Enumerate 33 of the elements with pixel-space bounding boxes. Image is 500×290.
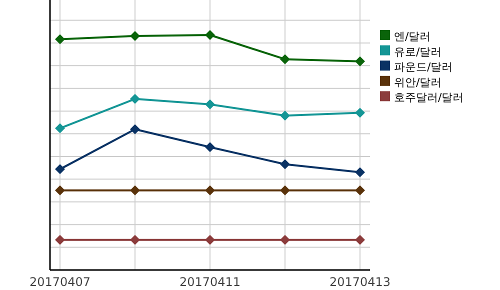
x-tick-label: 20170407 (29, 275, 91, 289)
point (55, 164, 65, 174)
point (130, 124, 140, 134)
legend-label: 호주달러/달러 (394, 91, 464, 104)
point (355, 56, 365, 66)
legend-label: 엔/달러 (394, 30, 431, 43)
point (205, 142, 215, 152)
legend-label: 파운드/달러 (394, 60, 453, 74)
point (280, 234, 290, 245)
point (280, 110, 290, 121)
x-tick-label: 20170411 (179, 275, 241, 289)
point (205, 99, 215, 110)
point (130, 234, 140, 245)
point (55, 234, 65, 245)
point (355, 167, 365, 178)
point (280, 185, 290, 196)
point (205, 185, 215, 196)
point (205, 234, 215, 245)
point (205, 30, 215, 40)
point (130, 30, 140, 41)
point (280, 54, 290, 64)
legend-label: 위안/달러 (394, 76, 442, 89)
point (280, 159, 290, 170)
point (55, 34, 65, 44)
x-tick-label: 20170413 (329, 275, 391, 289)
point (355, 185, 365, 196)
point (355, 108, 365, 118)
legend-label: 유로/달러 (394, 45, 442, 58)
point (355, 234, 365, 245)
point (130, 185, 140, 196)
point (130, 94, 140, 104)
point (55, 185, 65, 196)
point (55, 123, 65, 134)
